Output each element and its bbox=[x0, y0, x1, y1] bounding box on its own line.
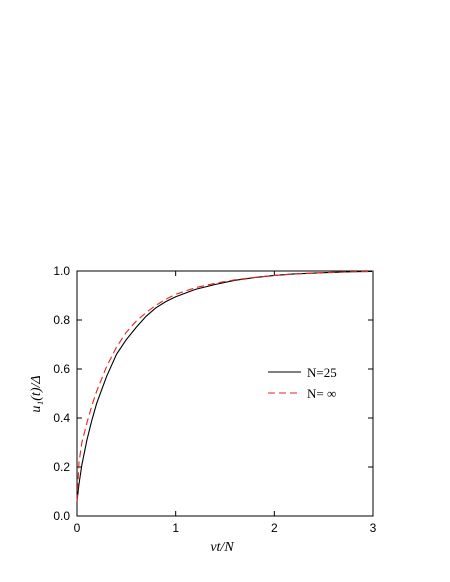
plot-frame bbox=[76, 270, 374, 517]
y-tick-label: 1.0 bbox=[53, 264, 70, 278]
y-tick-label: 0.2 bbox=[53, 460, 70, 474]
x-tick-label: 0 bbox=[74, 521, 81, 535]
x-tick-label: 1 bbox=[172, 521, 179, 535]
series-line-n25 bbox=[76, 270, 374, 502]
series-line-ninf bbox=[76, 270, 374, 502]
axis-ticks: 0 1 2 3 0.0 0.2 0.4 0.6 0.8 1.0 bbox=[53, 264, 376, 535]
legend-label-n25: N=25 bbox=[307, 365, 337, 380]
x-tick-label: 2 bbox=[271, 521, 278, 535]
x-axis-label: νt/N bbox=[210, 540, 234, 555]
y-tick-label: 0.4 bbox=[53, 411, 70, 425]
y-tick-label: 0.0 bbox=[53, 509, 70, 523]
legend-label-ninf: N= ∞ bbox=[307, 386, 336, 401]
y-tick-label: 0.6 bbox=[53, 362, 70, 376]
y-axis-label: u₁(t)/Δ bbox=[29, 375, 44, 412]
y-tick-label: 0.8 bbox=[53, 313, 70, 327]
legend: N=25 N= ∞ bbox=[268, 365, 337, 401]
x-tick-label: 3 bbox=[370, 521, 377, 535]
series-lines bbox=[76, 270, 374, 502]
